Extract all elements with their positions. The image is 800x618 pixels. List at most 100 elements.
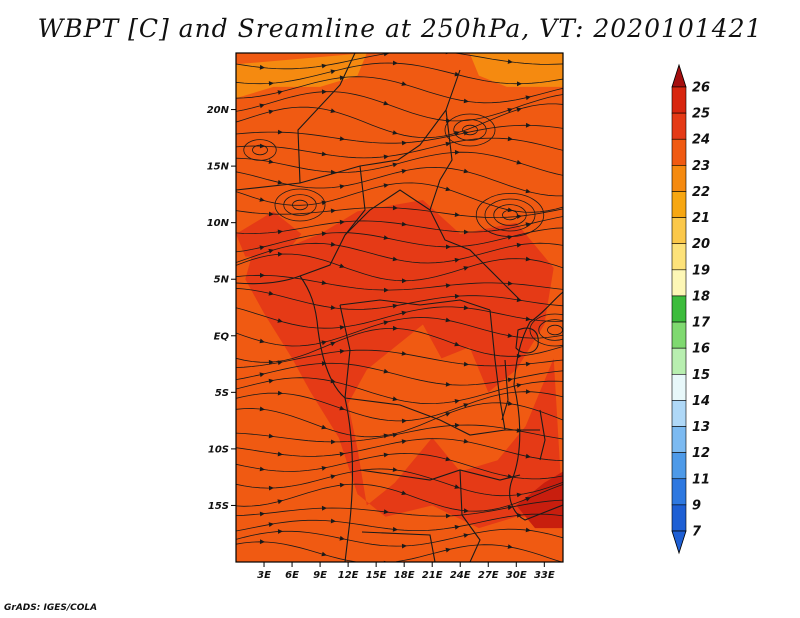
- lat-tick-label: 15N: [207, 162, 230, 173]
- streamline-arrow: [516, 353, 522, 359]
- streamline-arrow: [321, 151, 327, 157]
- colorbar-swatch: [671, 138, 687, 166]
- streamline-arrow: [321, 551, 327, 557]
- lake-malawi: [539, 409, 546, 461]
- border-central: [344, 189, 521, 301]
- streamline-arrow: [445, 513, 451, 519]
- streamline-arrow: [330, 378, 336, 384]
- streamline-arrow: [321, 89, 327, 95]
- streamline-arrow: [330, 474, 336, 480]
- streamline-arrow: [383, 452, 389, 458]
- streamline-arrow: [260, 272, 265, 278]
- vortex-swirl: [243, 139, 277, 161]
- streamline-arrow: [259, 511, 265, 517]
- lon-tick-label: 27E: [478, 570, 499, 581]
- streamline-arrow: [525, 453, 531, 459]
- streamline-arrow: [339, 451, 345, 457]
- colorbar-label: 9: [692, 498, 701, 513]
- streamline-arrow: [392, 467, 398, 472]
- streamline: [236, 253, 563, 282]
- streamline-arrow: [464, 229, 469, 235]
- vortex-swirl: [444, 113, 496, 147]
- streamline-arrow: [384, 287, 389, 293]
- border-drc-north: [339, 299, 491, 311]
- streamline-arrow: [507, 505, 513, 511]
- streamline-arrow: [331, 439, 336, 445]
- streamline-arrow: [330, 69, 336, 75]
- streamline: [236, 166, 563, 197]
- streamline-arrow: [259, 406, 265, 412]
- streamline-arrow: [401, 140, 407, 146]
- map-title: WBPT [C] and Sreamline at 250hPa, VT: 20…: [37, 14, 763, 43]
- colorbar-label: 13: [692, 420, 710, 435]
- streamline-arrow: [268, 109, 274, 115]
- border-chad: [299, 165, 366, 277]
- streamline-arrow: [507, 377, 513, 383]
- streamline-arrow: [259, 338, 265, 344]
- streamline-arrow: [401, 169, 407, 174]
- streamline-arrow: [383, 368, 389, 374]
- colorbar-label: 16: [692, 342, 710, 357]
- border-drc-west: [339, 304, 351, 399]
- vortex-swirl: [529, 313, 563, 347]
- streamline-arrow: [339, 482, 345, 488]
- streamline-arrow: [516, 492, 522, 498]
- streamline-arrow: [321, 200, 327, 206]
- colorbar-label: 11: [692, 472, 710, 487]
- streamline-arrow: [383, 183, 389, 188]
- streamline-arrow: [277, 229, 283, 235]
- border-drc-east: [489, 309, 506, 431]
- streamline-arrow: [339, 405, 345, 411]
- streamline-arrow: [445, 118, 451, 123]
- colorbar-label: 14: [692, 394, 710, 409]
- streamline-arrow: [339, 136, 345, 141]
- streamline-arrow: [507, 136, 513, 142]
- lon-tick-label: 6E: [285, 570, 299, 581]
- streamline-arrow: [268, 359, 274, 365]
- colorbar-top-cap: [671, 63, 687, 88]
- colorbar-label: 20: [692, 237, 710, 252]
- colorbar-swatch: [671, 321, 687, 349]
- streamline-arrow: [392, 256, 398, 262]
- streamline-arrow: [392, 325, 398, 331]
- streamline-arrow: [383, 235, 389, 240]
- streamline-arrow: [516, 214, 522, 219]
- longitude-axis: 3E 6E 9E 12E 15E 18E 21E 24E 27E 30E 33E: [257, 562, 555, 581]
- lat-tick-label: 15S: [208, 501, 229, 512]
- colorbar-swatch: [671, 373, 687, 401]
- vortex-swirl: [475, 192, 545, 237]
- streamline-arrow: [277, 451, 283, 457]
- vortex-swirl: [462, 124, 478, 136]
- streamline-arrow: [392, 303, 398, 309]
- border-angola: [344, 397, 540, 436]
- streamline-arrow: [321, 280, 327, 285]
- colorbar-swatch: [671, 452, 687, 480]
- streamline-arrow: [259, 372, 265, 378]
- streamline-arrow: [454, 341, 460, 347]
- streamline-arrow: [525, 497, 531, 502]
- streamline-arrow: [463, 266, 469, 271]
- streamline: [236, 391, 563, 422]
- streamline-arrow: [516, 383, 522, 388]
- streamline-arrow: [330, 341, 336, 347]
- streamline-arrow: [321, 466, 327, 471]
- coastline-west-africa: [236, 275, 354, 562]
- streamline-arrow: [268, 378, 274, 384]
- streamline-arrow: [277, 390, 283, 396]
- colorbar-swatch: [671, 426, 687, 453]
- streamline-arrow: [392, 396, 398, 402]
- streamline-arrow: [392, 60, 398, 66]
- streamline-arrow: [392, 130, 398, 135]
- lat-tick-label: 5S: [215, 388, 229, 399]
- streamline-arrow: [277, 360, 283, 366]
- colorbar-bottom-cap: [671, 530, 687, 555]
- streamline-arrow: [454, 293, 460, 299]
- streamline-arrow: [277, 318, 283, 323]
- grads-credit: GrADS: IGES/COLA: [4, 603, 98, 613]
- streamline-arrow: [259, 466, 265, 472]
- vortex-swirl: [292, 199, 308, 211]
- lon-tick-label: 21E: [422, 570, 443, 581]
- streamline-arrow: [507, 108, 513, 113]
- colorbar-label: 12: [692, 446, 710, 461]
